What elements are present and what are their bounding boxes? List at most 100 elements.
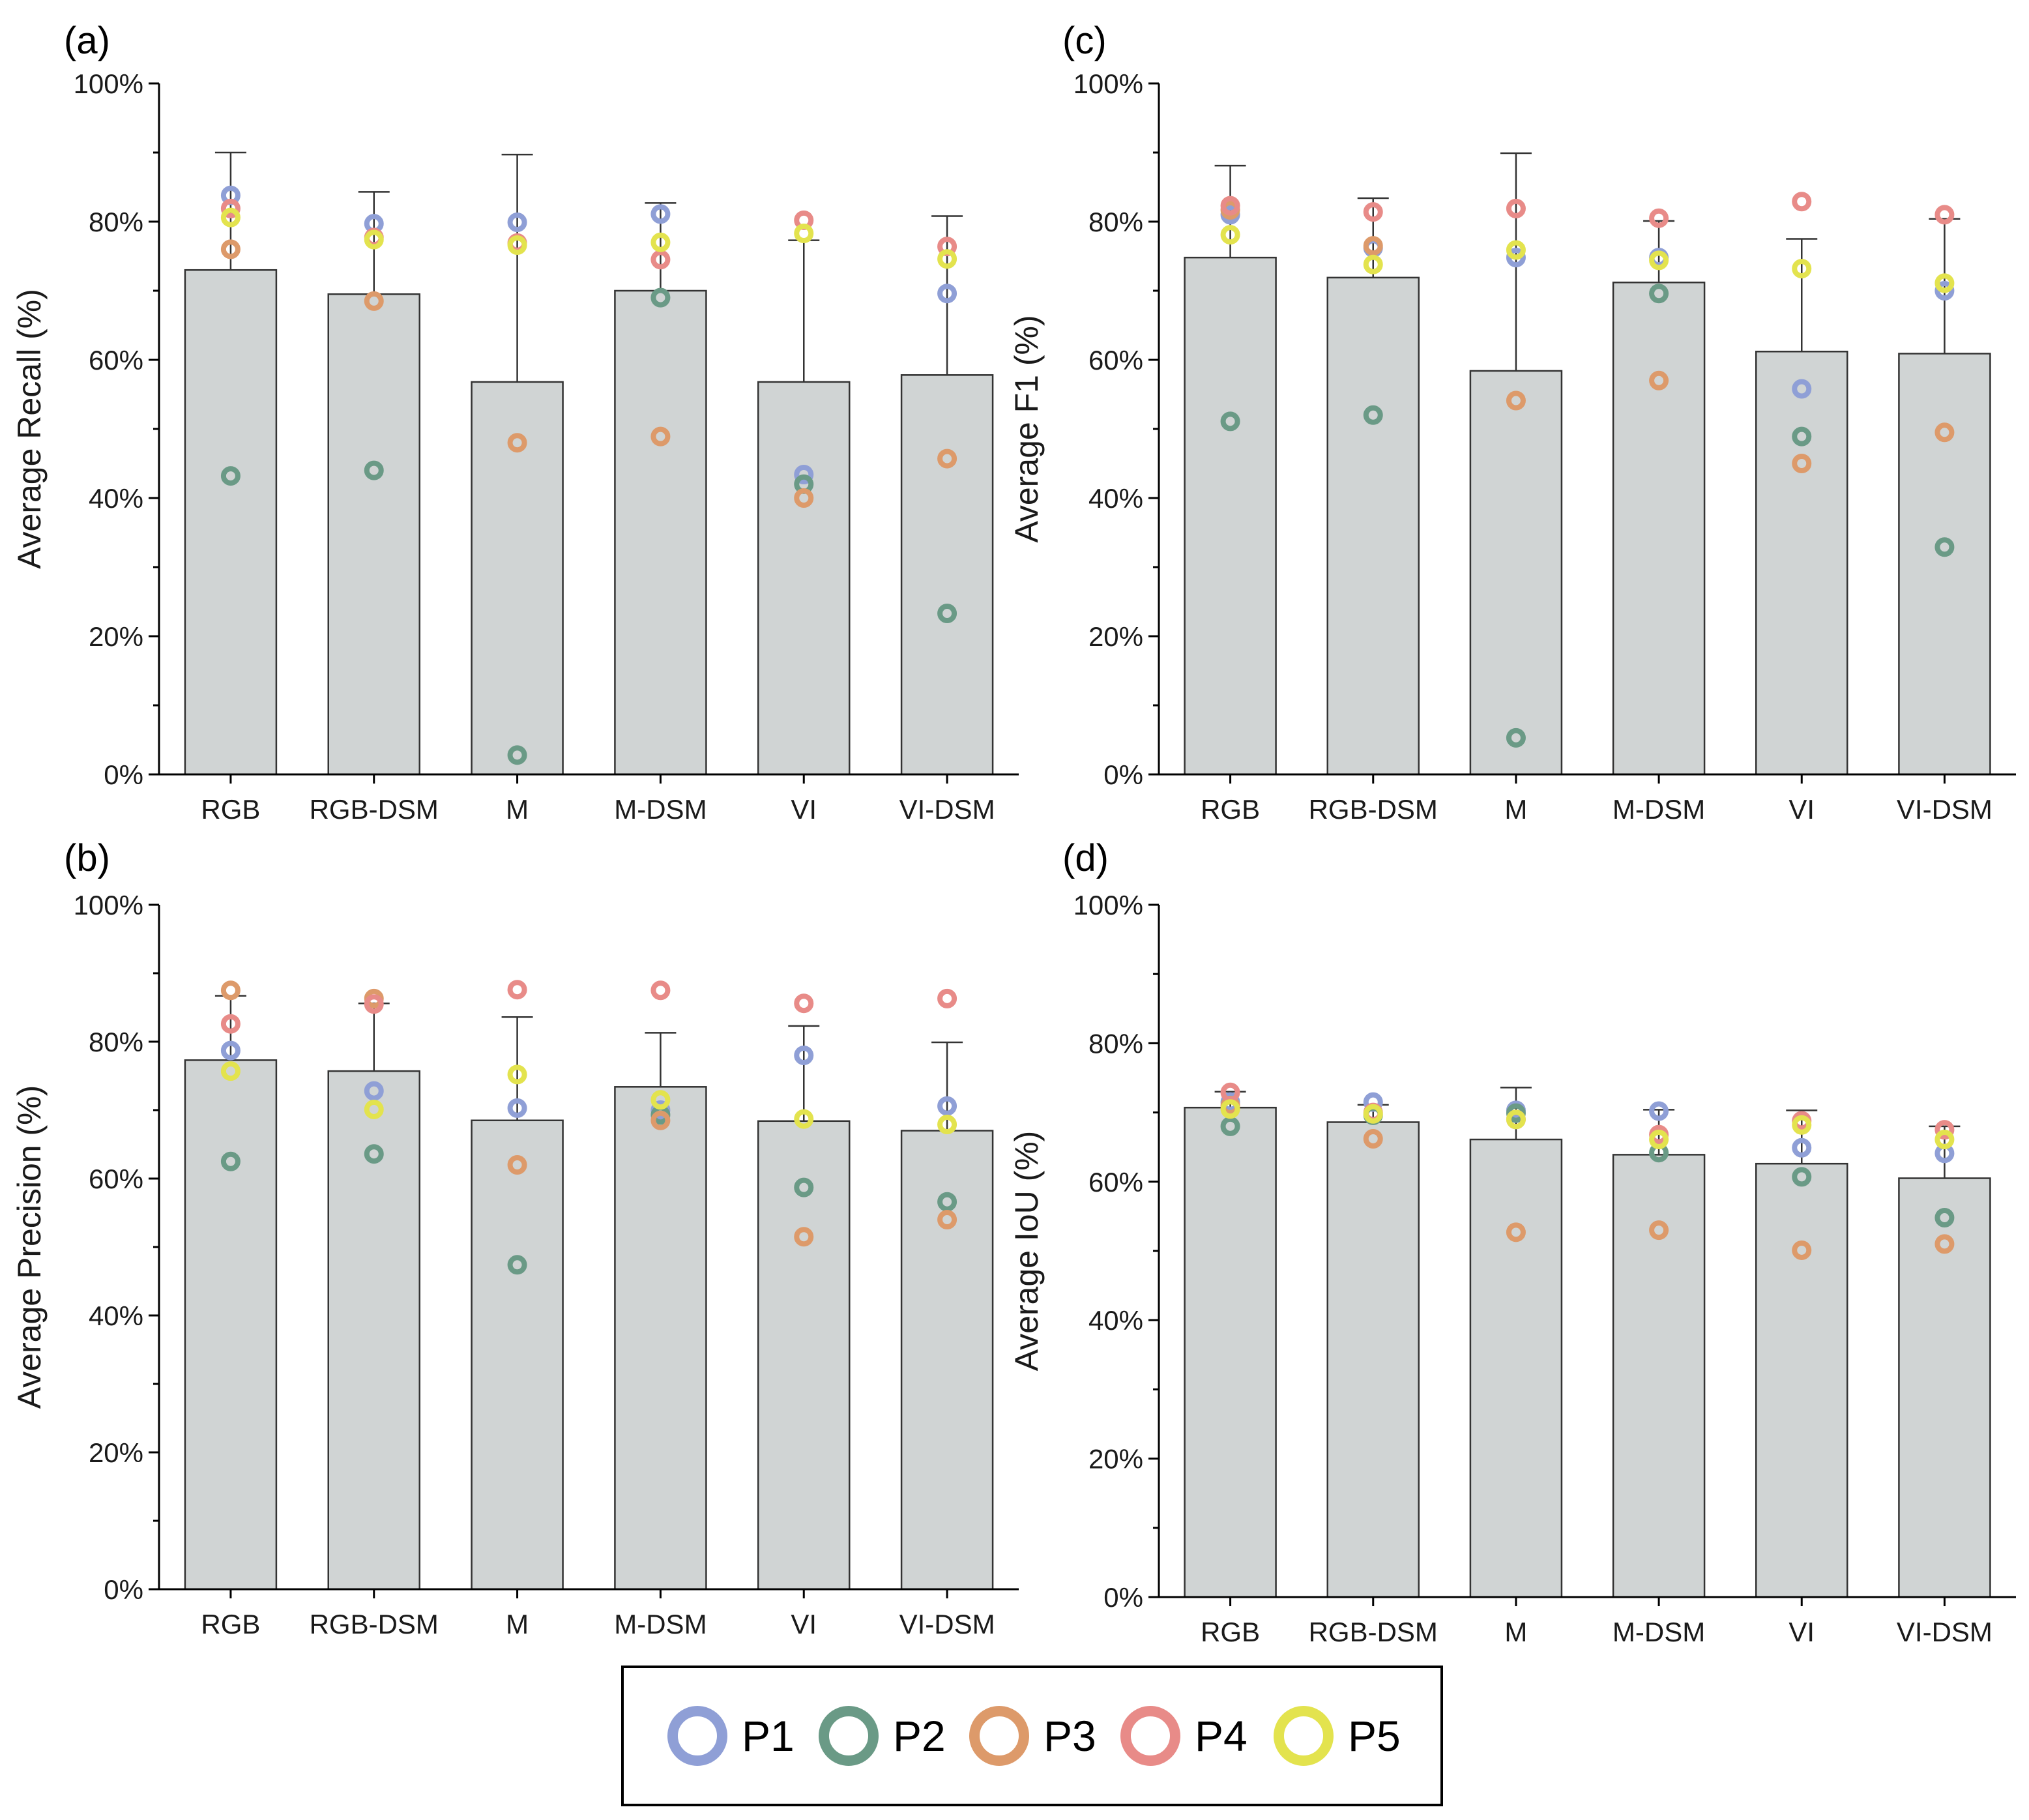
point-P3-VI-DSM: [1934, 1234, 1955, 1254]
y-tick-label: 80%: [89, 207, 143, 237]
y-tick-label: 80%: [1088, 1028, 1143, 1059]
point-P2-VI: [1792, 426, 1812, 447]
point-P2-VI-DSM: [1934, 1208, 1955, 1228]
point-P5-RGB-DSM: [364, 1099, 384, 1119]
legend-marker-P3: [969, 1706, 1029, 1766]
point-P2-RGB: [1220, 1116, 1240, 1136]
point-P4-M: [1506, 198, 1526, 218]
y-tick-label: 60%: [89, 1164, 143, 1194]
point-P3-M: [1506, 390, 1526, 411]
point-P2-RGB-DSM: [364, 460, 384, 480]
point-P3-VI: [1792, 1240, 1812, 1260]
point-P5-VI-DSM: [1934, 1130, 1955, 1150]
bar-VI: [1755, 1162, 1848, 1598]
y-tick-label: 20%: [1088, 621, 1143, 652]
point-P5-M-DSM: [650, 232, 671, 252]
point-P4-RGB: [220, 198, 241, 218]
y-tick-label: 80%: [89, 1027, 143, 1057]
point-P2-M: [507, 745, 527, 765]
point-P2-M: [507, 1255, 527, 1275]
point-P3-RGB: [220, 980, 241, 1001]
bar-VI: [1755, 351, 1848, 776]
bar-M-DSM: [614, 289, 707, 776]
y-tick-label: 20%: [89, 621, 143, 652]
panel-label: (b): [64, 837, 110, 879]
point-P3-RGB: [220, 239, 241, 259]
point-P5-M: [1506, 240, 1526, 260]
panel-label: (d): [1062, 837, 1109, 879]
point-P1-VI: [1792, 379, 1812, 399]
point-P2-RGB: [220, 466, 241, 486]
y-axis-title: Average IoU (%): [1008, 1131, 1045, 1372]
point-P5-RGB-DSM: [1363, 254, 1383, 274]
point-P1-RGB: [220, 1040, 241, 1061]
point-P2-VI-DSM: [937, 604, 957, 624]
y-tick-label: 60%: [1088, 1167, 1143, 1197]
point-P2-RGB-DSM: [364, 1144, 384, 1164]
point-P2-VI: [1792, 1167, 1812, 1187]
x-tick-label: M: [1504, 794, 1527, 825]
bar-RGB-DSM: [1326, 276, 1420, 776]
legend: P1 P2 P3 P4 P5: [621, 1666, 1443, 1806]
x-tick-label: RGB-DSM: [1309, 1617, 1438, 1647]
y-tick-label: 0%: [104, 1574, 143, 1605]
y-tick-label: 0%: [1103, 759, 1143, 790]
point-P1-VI-DSM: [937, 284, 957, 304]
legend-label-P5: P5: [1348, 1712, 1401, 1760]
y-tick-label: 0%: [104, 759, 143, 790]
legend-marker-P2: [819, 1706, 879, 1766]
x-tick-label: RGB-DSM: [310, 794, 439, 825]
point-P5-M: [507, 1064, 527, 1085]
x-tick-label: VI: [1788, 794, 1815, 825]
x-tick-label: M: [506, 1609, 529, 1639]
point-P4-RGB: [1220, 196, 1240, 216]
y-axis-title: Average Precision (%): [11, 1085, 48, 1409]
point-P5-RGB: [220, 207, 241, 228]
bar-VI: [757, 381, 851, 776]
point-P4-M-DSM: [650, 250, 671, 270]
y-tick-label: 0%: [1103, 1582, 1143, 1613]
point-P5-VI: [1792, 1115, 1812, 1135]
point-P1-M: [1506, 248, 1526, 268]
x-tick-label: M: [506, 794, 529, 825]
point-P3-VI: [794, 488, 814, 508]
point-P4-VI-DSM: [1934, 1120, 1955, 1140]
bar-RGB: [184, 1059, 278, 1591]
point-P2-VI-DSM: [937, 1192, 957, 1212]
point-P2-RGB: [1220, 411, 1240, 432]
y-tick-label: 100%: [74, 68, 143, 99]
legend-label-P1: P1: [742, 1712, 795, 1760]
point-P5-RGB: [1220, 1099, 1240, 1119]
bar-M: [471, 381, 564, 776]
bar-VI-DSM: [1898, 1177, 1991, 1598]
legend-marker-P4: [1120, 1706, 1180, 1766]
y-tick-label: 100%: [1073, 890, 1143, 920]
point-P1-M-DSM: [1649, 1101, 1669, 1121]
bar-M-DSM: [1612, 282, 1706, 776]
panel-b: (b) Average Precision (%) 0% 20% 40% 60% 80% 10…: [11, 837, 1019, 1639]
point-P4-VI: [794, 993, 814, 1014]
point-P3-M: [507, 1155, 527, 1175]
point-P1-M: [507, 1098, 527, 1118]
point-P2-M: [1506, 727, 1526, 748]
point-P5-VI-DSM: [1934, 273, 1955, 293]
panel-a: (a) Average Recall (%) 0% 20% 40% 60% 80% 100% R…: [11, 20, 1019, 825]
bar-RGB: [184, 269, 278, 776]
point-P5-VI: [794, 224, 814, 244]
x-tick-label: M: [1504, 1617, 1527, 1647]
x-tick-label: VI-DSM: [899, 1609, 995, 1639]
y-tick-label: 40%: [1088, 1305, 1143, 1336]
point-P3-M-DSM: [650, 426, 671, 447]
point-P4-VI-DSM: [937, 988, 957, 1008]
point-P1-VI: [794, 464, 814, 484]
point-P1-M-DSM: [650, 204, 671, 224]
point-P3-VI: [794, 1227, 814, 1247]
point-P3-VI: [1792, 454, 1812, 473]
x-tick-label: RGB: [201, 1609, 260, 1639]
y-axis-title: Average Recall (%): [11, 289, 48, 569]
point-P3-VI-DSM: [1934, 422, 1955, 443]
point-P3-M-DSM: [1649, 370, 1669, 390]
point-P5-VI-DSM: [937, 1115, 957, 1135]
bar-RGB: [1184, 256, 1277, 776]
point-P3-RGB-DSM: [1363, 1128, 1383, 1149]
